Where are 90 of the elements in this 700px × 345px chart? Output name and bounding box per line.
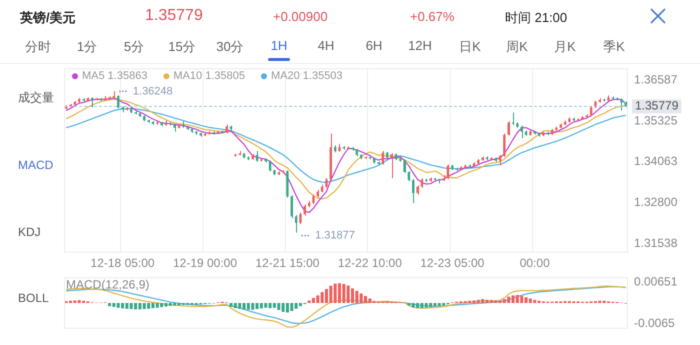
bar	[320, 292, 324, 303]
bar	[424, 303, 428, 308]
text: 月K	[554, 38, 576, 56]
bar	[329, 286, 332, 303]
bar	[316, 295, 320, 303]
x-tick-label: 12-19 00:00	[172, 256, 238, 270]
bar	[160, 303, 164, 308]
bar	[533, 300, 536, 303]
x-tick-label: 12-22 10:00	[338, 256, 402, 270]
y-tick-label: 1.32800	[634, 195, 678, 210]
bar	[294, 303, 298, 309]
text: 15分	[168, 38, 196, 56]
text: MACD	[18, 158, 54, 172]
bar	[342, 284, 346, 303]
bar	[481, 299, 484, 303]
text: 1.35779	[145, 7, 203, 25]
bar	[472, 300, 476, 303]
text: BOLL	[18, 291, 49, 305]
chart-title: 英镑/美元	[20, 9, 76, 27]
y-tick-label: -0.0065	[634, 316, 676, 330]
text: 成交量	[18, 90, 54, 106]
y-tick-label: 1.35325	[634, 113, 678, 128]
text: KDJ	[18, 225, 41, 239]
bar	[516, 295, 519, 303]
bar	[438, 303, 441, 306]
y-tick-label: 1.34063	[634, 154, 678, 168]
ref-line-label: 1.35779	[635, 98, 679, 113]
bar	[73, 300, 76, 303]
bar	[234, 303, 237, 308]
bar	[108, 303, 112, 306]
y-tick-label: 1.36587	[634, 72, 678, 87]
text: 4H	[318, 38, 334, 53]
x-tick-label: 12-21 15:00	[255, 256, 320, 270]
text: 12H	[408, 38, 432, 53]
bar	[490, 300, 493, 303]
chart-title: MACD(12,26,9)	[66, 278, 150, 292]
bar	[156, 303, 159, 308]
bar	[264, 303, 268, 308]
text: 季K	[603, 38, 625, 56]
bar	[520, 296, 524, 303]
bar	[502, 299, 506, 303]
bar	[350, 288, 354, 303]
legend-label: MA5 1.35863	[82, 70, 148, 82]
bar	[507, 296, 510, 303]
bar	[251, 303, 254, 310]
text: 时间 21:00	[505, 9, 568, 27]
text: 6H	[366, 38, 382, 53]
x-tick-label: 12-23 05:00	[420, 256, 485, 270]
bar	[116, 303, 120, 308]
bar	[412, 303, 415, 308]
bar	[355, 290, 358, 303]
bar	[290, 303, 294, 311]
bar	[494, 300, 498, 303]
bar	[308, 300, 311, 303]
legend-label: MA10 1.35805	[173, 70, 245, 82]
x-tick-label: 00:00	[520, 256, 550, 270]
text: 1分	[76, 38, 98, 56]
x-tick-label: 12-18 05:00	[90, 256, 155, 270]
bar	[338, 283, 342, 303]
text: +0.00900	[273, 9, 328, 24]
y-tick-label: 1.31538	[634, 236, 678, 250]
text: 分时	[25, 38, 51, 56]
annotation: 1.31877	[315, 230, 355, 242]
text: 1H	[270, 38, 288, 53]
text: 周K	[506, 38, 528, 56]
bar	[498, 300, 502, 303]
bar	[112, 303, 116, 307]
bar	[476, 300, 480, 303]
bar	[528, 298, 532, 303]
bar	[238, 303, 242, 309]
text: +0.67%	[410, 9, 454, 24]
text: 5分	[124, 38, 144, 56]
bar	[230, 303, 233, 307]
bar	[368, 298, 372, 303]
bar	[360, 293, 363, 303]
bar	[485, 300, 489, 303]
text: 日K	[459, 38, 481, 56]
text: 30分	[216, 38, 244, 56]
bar	[78, 300, 81, 303]
bar	[142, 303, 146, 310]
bar	[246, 303, 250, 310]
bar	[168, 303, 172, 306]
bar	[130, 303, 133, 310]
bar	[346, 285, 350, 303]
annotation: 1.36248	[132, 85, 173, 98]
legend-label: MA20 1.35503	[270, 70, 343, 82]
bar	[334, 284, 337, 303]
bar	[277, 303, 280, 310]
y-tick-label: 0.00651	[634, 274, 678, 289]
bar	[173, 303, 176, 306]
